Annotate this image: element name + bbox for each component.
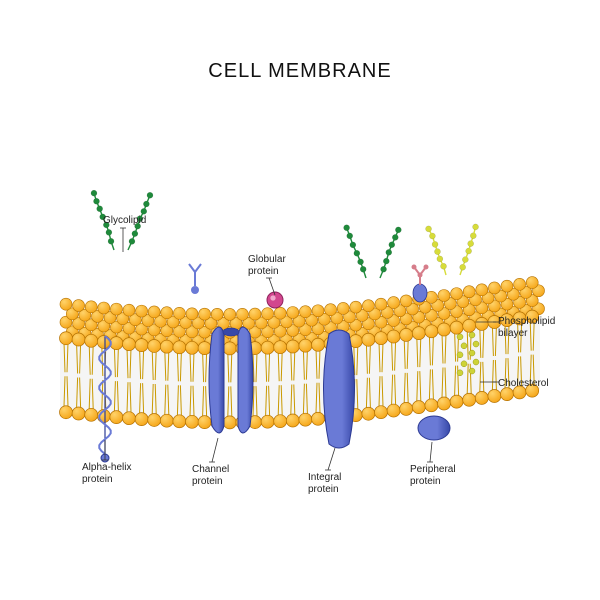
label-glycolipid: Glycolipid — [103, 215, 146, 227]
integral-protein — [324, 330, 355, 448]
label-peripheral: Peripheralprotein — [410, 464, 456, 487]
membrane-illustration — [0, 0, 600, 600]
surface-receptor — [412, 265, 429, 303]
label-integral: Integralprotein — [308, 472, 341, 495]
small-receptor — [189, 264, 201, 294]
label-channel: Channelprotein — [192, 464, 229, 487]
label-cholesterol: Cholesterol — [498, 378, 549, 390]
label-alpha-helix: Alpha-helixprotein — [82, 462, 131, 485]
glycolipid-mid — [344, 225, 402, 278]
label-phospholipid: Phospholipidbilayer — [498, 316, 555, 339]
diagram-canvas: CELL MEMBRANE Glycolipid Globularprotein… — [0, 0, 600, 600]
peripheral-protein — [418, 416, 450, 440]
glycolipid-right — [426, 224, 479, 275]
label-globular: Globularprotein — [248, 254, 286, 277]
